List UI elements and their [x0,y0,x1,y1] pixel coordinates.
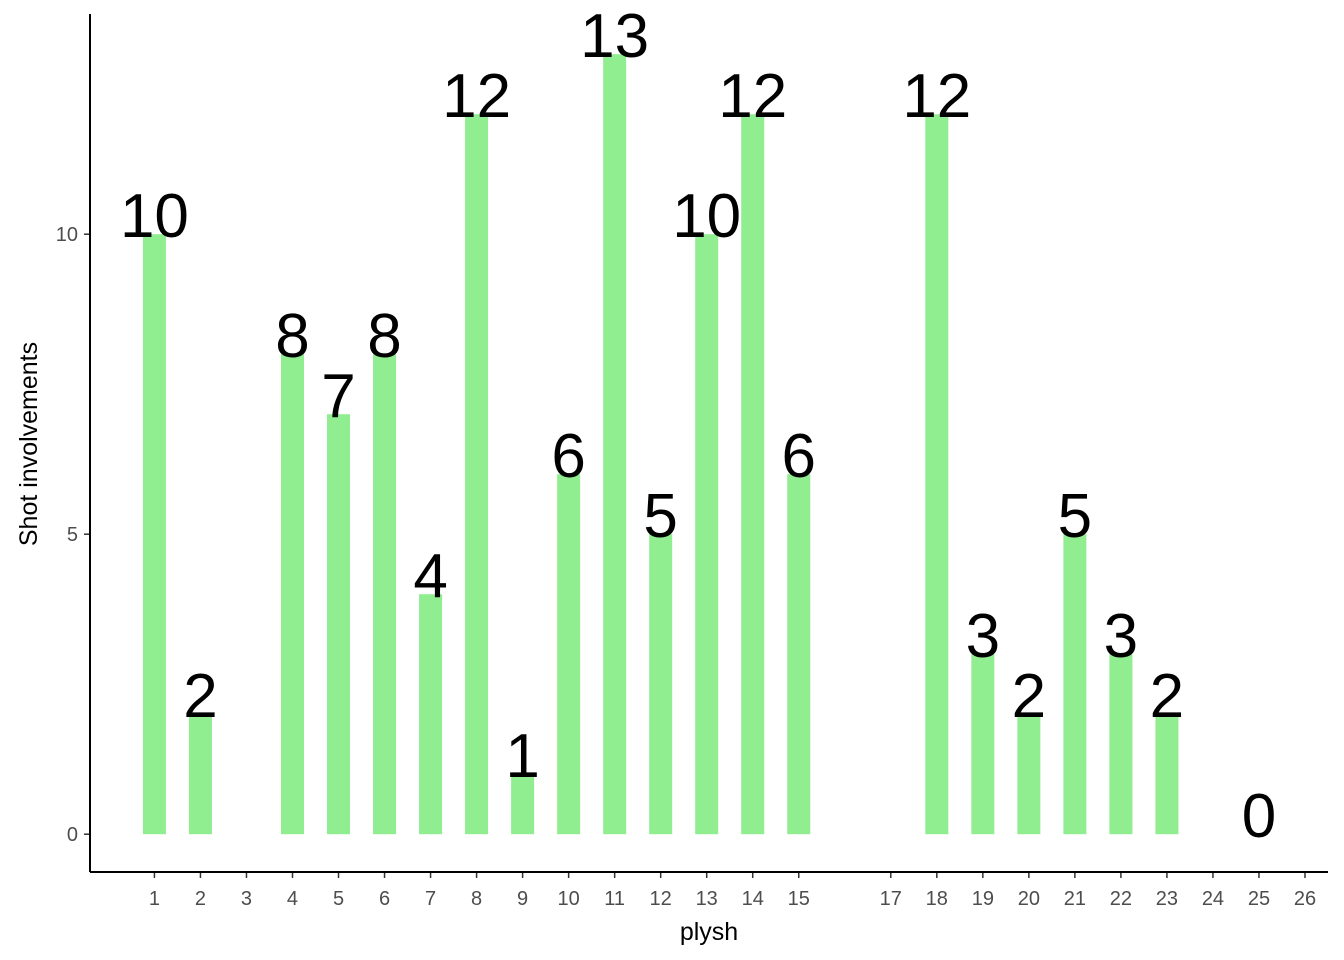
x-tick-label: 17 [880,888,902,910]
bar [741,114,765,835]
bar [280,354,305,835]
value-label: 2 [1150,662,1184,731]
value-label: 0 [1242,782,1276,851]
value-label: 1 [505,722,539,791]
x-tick-label: 18 [926,888,948,910]
bar [1155,714,1179,835]
y-tick-label: 10 [56,224,78,246]
bar [557,474,581,835]
x-tick-label: 26 [1294,888,1316,910]
bar [511,774,535,835]
value-label: 2 [1012,662,1046,731]
x-tick-label: 23 [1156,888,1178,910]
y-tick-label: 0 [67,824,78,846]
x-tick-label: 10 [558,888,580,910]
x-tick-label: 22 [1110,888,1132,910]
value-label: 2 [183,662,217,731]
bar [465,114,489,835]
x-tick-label: 15 [788,888,810,910]
bar [1109,654,1133,835]
value-label: 7 [321,362,355,431]
x-tick-label: 8 [471,888,482,910]
bar [188,714,212,835]
y-axis-title: Shot involvements [15,342,43,546]
bar [603,54,627,835]
bar [971,654,995,835]
x-tick-label: 5 [333,888,344,910]
x-tick-label: 6 [379,888,390,910]
bar [1063,534,1087,835]
value-label: 10 [120,182,189,251]
y-tick-label: 5 [67,524,78,546]
bar [787,474,811,835]
x-tick-label: 25 [1248,888,1270,910]
bar [1017,714,1041,835]
value-label: 6 [782,422,816,491]
bar [373,354,397,835]
value-label: 10 [672,182,741,251]
x-tick-label: 14 [742,888,764,910]
x-tick-label: 12 [650,888,672,910]
x-tick-label: 11 [604,888,625,910]
x-tick-label: 4 [287,888,298,910]
x-tick-label: 1 [149,888,160,910]
bar [419,594,443,835]
bar [925,114,949,835]
value-label: 8 [367,302,401,371]
x-tick-label: 13 [696,888,718,910]
x-tick-label: 20 [1018,888,1040,910]
value-label: 5 [643,482,677,551]
bar [327,414,351,835]
value-label: 12 [718,62,787,131]
value-label: 13 [580,2,649,71]
value-label: 8 [275,302,309,371]
x-tick-label: 19 [972,888,994,910]
value-label: 5 [1058,482,1092,551]
value-label: 12 [442,62,511,131]
x-axis-title: plysh [680,918,738,946]
x-tick-label: 21 [1064,888,1086,910]
value-label: 12 [902,62,971,131]
value-label: 3 [1104,602,1138,671]
x-tick-label: 24 [1202,888,1224,910]
value-label: 3 [966,602,1000,671]
value-label: 4 [413,542,447,611]
x-tick-label: 9 [517,888,528,910]
x-tick-label: 7 [425,888,436,910]
x-tick-label: 3 [241,888,252,910]
bar [695,234,719,835]
bar [649,534,673,835]
value-label: 6 [551,422,585,491]
bar [142,234,166,835]
x-tick-label: 2 [195,888,206,910]
